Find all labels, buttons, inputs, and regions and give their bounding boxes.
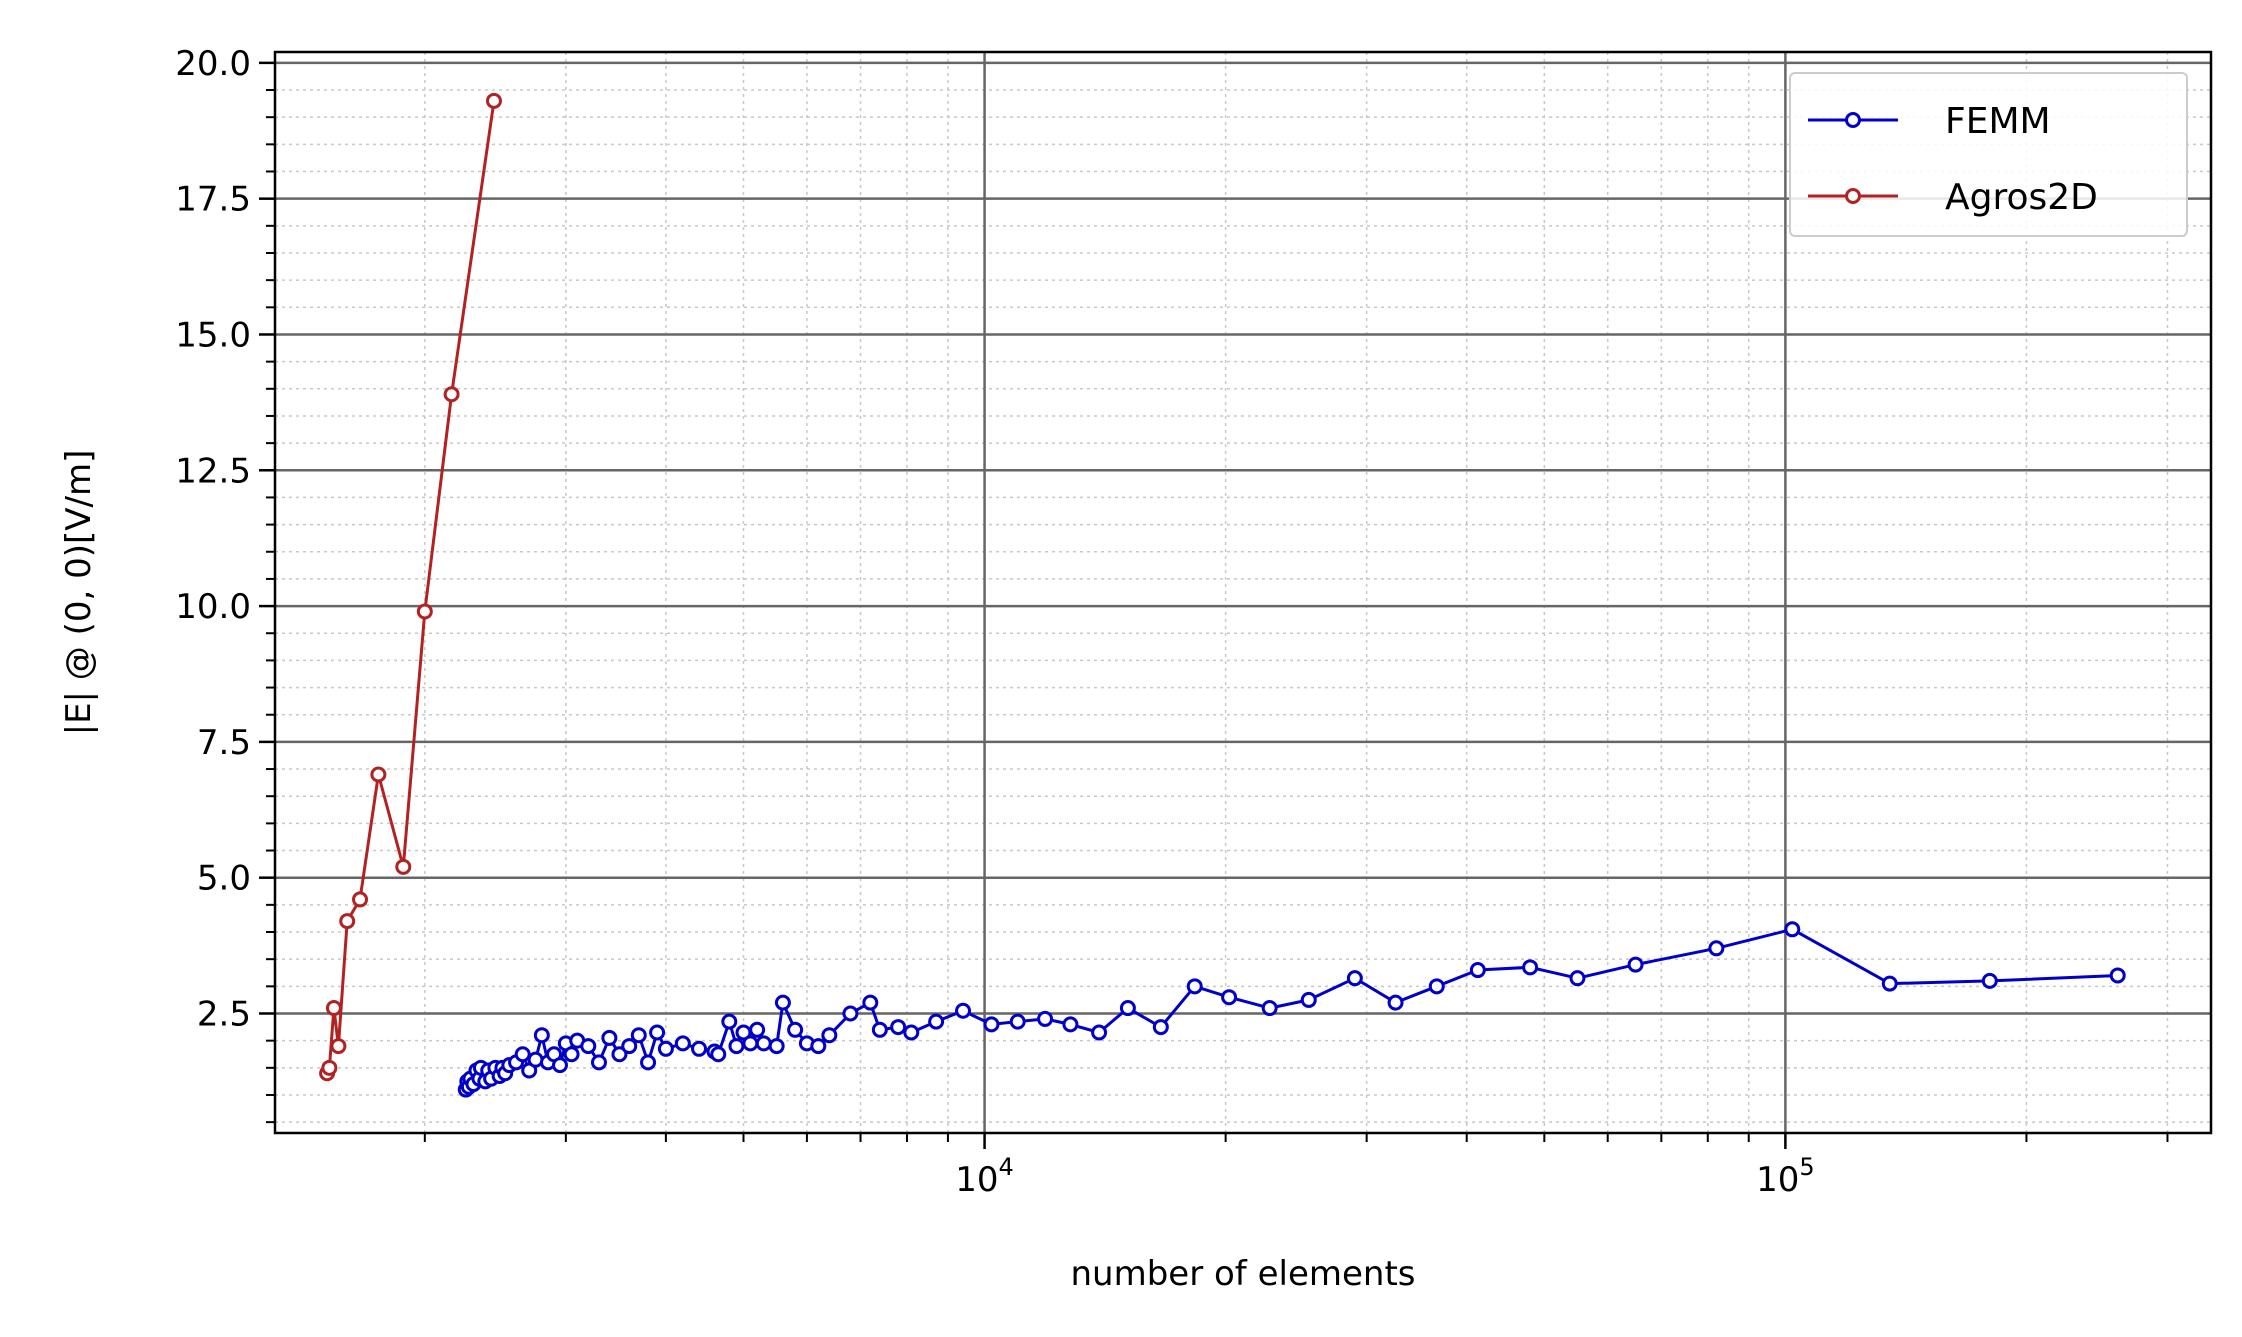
data-point bbox=[774, 994, 791, 1011]
data-point bbox=[862, 994, 879, 1011]
data-point bbox=[1300, 991, 1317, 1008]
axis-ticks bbox=[259, 61, 2169, 1149]
data-point bbox=[691, 1040, 708, 1057]
data-point bbox=[1881, 975, 1898, 992]
y-tick-label: 5.0 bbox=[197, 859, 251, 899]
data-point bbox=[742, 1035, 759, 1052]
data-point bbox=[1091, 1024, 1108, 1041]
data-point bbox=[768, 1038, 785, 1055]
series-layer bbox=[319, 92, 2126, 1098]
data-point bbox=[1261, 1000, 1278, 1017]
data-point bbox=[590, 1054, 607, 1071]
data-point bbox=[1469, 962, 1486, 979]
y-tick-label: 10.0 bbox=[175, 587, 251, 627]
data-point bbox=[649, 1024, 666, 1041]
data-point bbox=[321, 1059, 338, 1076]
series-agros2d bbox=[319, 92, 502, 1082]
data-point bbox=[1627, 956, 1644, 973]
data-point bbox=[395, 858, 412, 875]
data-point bbox=[527, 1051, 544, 1068]
y-tick-label: 12.5 bbox=[175, 451, 251, 491]
data-point bbox=[710, 1046, 727, 1063]
data-point bbox=[1428, 978, 1445, 995]
y-tick-label: 17.5 bbox=[175, 180, 251, 220]
data-point bbox=[1062, 1016, 1079, 1033]
data-point bbox=[352, 891, 369, 908]
data-point bbox=[611, 1046, 628, 1063]
y-tick-label: 2.5 bbox=[197, 994, 251, 1034]
data-point bbox=[1387, 994, 1404, 1011]
data-point bbox=[533, 1027, 550, 1044]
x-tick-label: 104 bbox=[955, 1153, 1014, 1200]
data-point bbox=[657, 1040, 674, 1057]
data-point bbox=[1037, 1010, 1054, 1027]
data-point bbox=[810, 1038, 827, 1055]
plot-area-frame bbox=[273, 50, 2213, 1135]
data-point bbox=[842, 1005, 859, 1022]
x-tick-labels: 104 105 bbox=[955, 1153, 1814, 1200]
data-point bbox=[563, 1046, 580, 1063]
data-point bbox=[621, 1038, 638, 1055]
y-tick-label: 7.5 bbox=[197, 723, 251, 763]
legend-label-femm: FEMM bbox=[1945, 101, 2051, 142]
data-point bbox=[339, 913, 356, 930]
data-point bbox=[640, 1054, 657, 1071]
data-point bbox=[749, 1021, 766, 1038]
y-axis-label: |E| @ (0, 0)[V/m] bbox=[59, 450, 99, 736]
legend-marker-agros2d bbox=[1845, 188, 1861, 204]
legend: FEMM Agros2D bbox=[1789, 72, 2188, 237]
data-point bbox=[983, 1016, 1000, 1033]
data-point bbox=[443, 386, 460, 403]
y-tick-label: 15.0 bbox=[175, 315, 251, 355]
legend-marker-femm bbox=[1845, 112, 1861, 128]
data-point bbox=[1009, 1013, 1026, 1030]
data-point bbox=[821, 1027, 838, 1044]
data-point bbox=[630, 1027, 647, 1044]
data-point bbox=[1186, 978, 1203, 995]
minor-grid bbox=[275, 52, 2211, 1133]
x-axis-label: number of elements bbox=[1071, 1254, 1416, 1294]
data-point bbox=[1221, 989, 1238, 1006]
data-point bbox=[721, 1013, 738, 1030]
data-point bbox=[1522, 959, 1539, 976]
data-point bbox=[755, 1035, 772, 1052]
data-point bbox=[1119, 1000, 1136, 1017]
data-point bbox=[955, 1002, 972, 1019]
data-point bbox=[514, 1046, 531, 1063]
data-point bbox=[370, 766, 387, 783]
y-tick-label: 20.0 bbox=[175, 44, 251, 84]
y-tick-labels: 2.5 5.0 7.5 10.0 12.5 15.0 17.5 20.0 bbox=[175, 44, 251, 1035]
data-point bbox=[674, 1035, 691, 1052]
data-point bbox=[890, 1019, 907, 1036]
data-point bbox=[1784, 921, 1801, 938]
series-femm bbox=[457, 921, 2126, 1098]
data-point bbox=[330, 1038, 347, 1055]
data-point bbox=[325, 1000, 342, 1017]
data-point bbox=[551, 1057, 568, 1074]
legend-label-agros2d: Agros2D bbox=[1945, 177, 2098, 218]
x-tick-label: 105 bbox=[1756, 1153, 1815, 1200]
data-point bbox=[485, 92, 502, 109]
data-point bbox=[903, 1024, 920, 1041]
legend-entry-femm: FEMM bbox=[1808, 101, 2051, 142]
data-point bbox=[1152, 1019, 1169, 1036]
data-point bbox=[580, 1038, 597, 1055]
data-point bbox=[1569, 970, 1586, 987]
data-point bbox=[787, 1021, 804, 1038]
data-point bbox=[416, 603, 433, 620]
data-point bbox=[1981, 972, 1998, 989]
legend-entry-agros2d: Agros2D bbox=[1808, 177, 2098, 218]
data-point bbox=[601, 1029, 618, 1046]
data-point bbox=[1708, 940, 1725, 957]
data-point bbox=[728, 1038, 745, 1055]
data-point bbox=[928, 1013, 945, 1030]
data-point bbox=[1346, 970, 1363, 987]
data-point bbox=[2109, 967, 2126, 984]
data-point bbox=[871, 1021, 888, 1038]
